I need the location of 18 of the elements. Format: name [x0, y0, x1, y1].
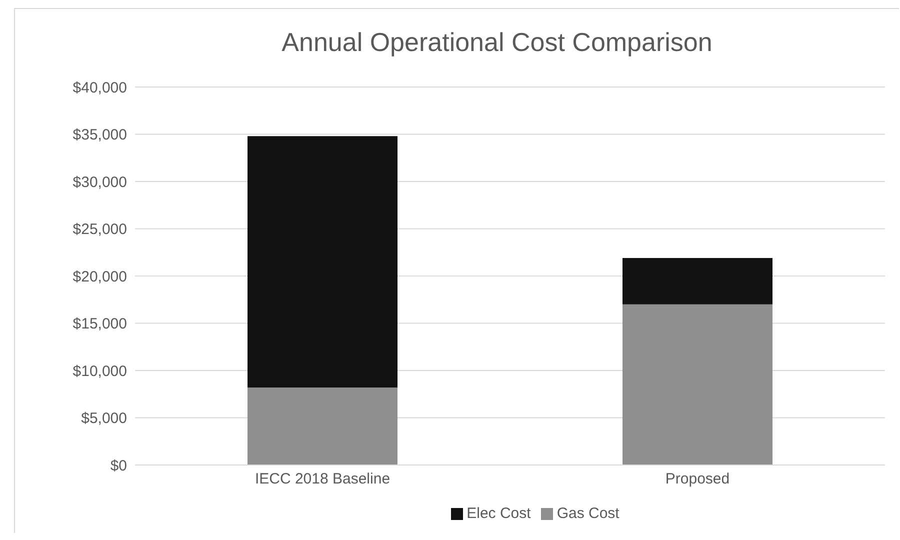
y-tick-label: $0 [110, 457, 127, 474]
x-tick-label: Proposed [665, 470, 730, 488]
y-tick-label: $20,000 [72, 268, 127, 286]
y-tick-label: $15,000 [72, 316, 127, 333]
y-tick-label: $40,000 [72, 79, 127, 96]
y-tick-label: $35,000 [72, 126, 127, 144]
legend-label: Gas Cost [556, 505, 620, 522]
y-tick-label: $30,000 [72, 174, 127, 191]
y-tick-label: $10,000 [72, 362, 127, 380]
y-tick-label: $25,000 [72, 221, 127, 238]
bar [248, 388, 398, 465]
legend-label: Elec Cost [466, 505, 531, 522]
x-tick-label: IECC 2018 Baseline [254, 470, 390, 488]
bar [622, 258, 772, 304]
chart-title: Annual Operational Cost Comparison [280, 26, 714, 59]
bar [248, 136, 398, 388]
bar [622, 304, 772, 465]
y-tick-label: $5,000 [81, 410, 127, 428]
